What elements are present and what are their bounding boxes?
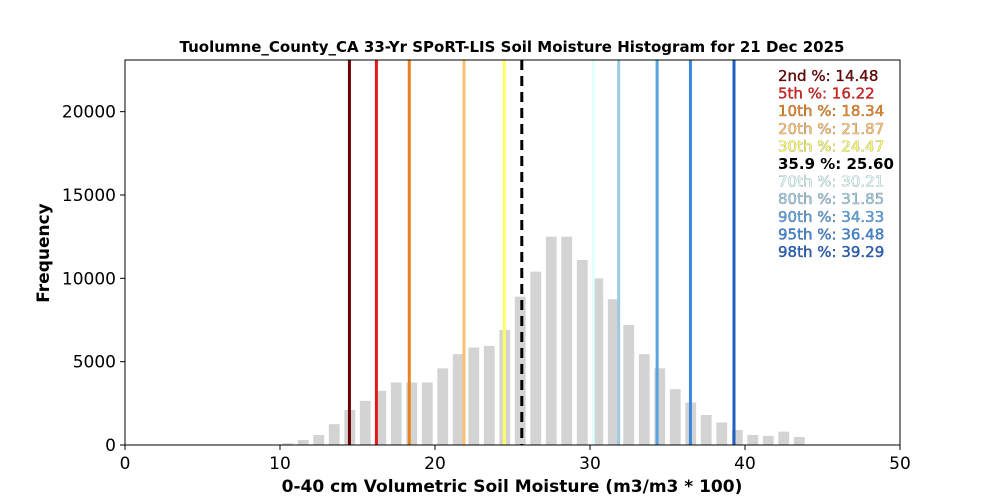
legend-entry: 70th %: 30.21 [778, 173, 884, 191]
histogram-bar [638, 354, 650, 445]
histogram-bar [793, 437, 805, 445]
legend-entry: 10th %: 18.34 [778, 102, 884, 120]
histogram-bar [669, 389, 681, 445]
histogram-bar [328, 424, 340, 445]
y-tick-label: 20000 [62, 103, 116, 123]
legend-entry: 5th %: 16.22 [778, 85, 875, 103]
legend-entry: 30th %: 24.47 [778, 137, 884, 155]
legend-entry: 90th %: 34.33 [778, 208, 884, 226]
histogram-bar [654, 368, 666, 445]
x-tick-label: 50 [889, 454, 911, 474]
histogram-bar [545, 236, 557, 445]
histogram-bar [375, 390, 387, 445]
histogram-bar [700, 415, 712, 445]
x-axis-ticks: 0 10 20 30 40 50 [120, 445, 911, 474]
histogram-bar [437, 368, 449, 445]
plot-frame [124, 59, 901, 446]
histogram-bar [313, 435, 325, 445]
histogram-bar [530, 271, 542, 445]
x-tick-label: 20 [424, 454, 446, 474]
legend-entry: 80th %: 31.85 [778, 190, 884, 208]
x-tick-label: 10 [269, 454, 291, 474]
histogram-bar [514, 296, 526, 445]
y-tick-label: 10000 [62, 269, 116, 289]
histogram-bar [468, 347, 480, 445]
y-tick-label: 0 [105, 436, 116, 456]
histogram-bar [561, 236, 573, 445]
histogram-bar [406, 382, 418, 445]
histogram-bar [452, 354, 464, 445]
histogram-bar [778, 431, 790, 445]
histogram-bar [421, 382, 433, 445]
y-axis-label: Frequency [34, 203, 54, 303]
x-tick-label: 0 [120, 454, 131, 474]
chart-title: Tuolumne_County_CA 33-Yr SPoRT-LIS Soil … [180, 38, 845, 56]
histogram-bar [576, 260, 588, 445]
histogram-bar [747, 435, 759, 445]
histogram-bars [266, 236, 805, 445]
histogram-bar [592, 278, 604, 445]
histogram-bar [731, 430, 743, 445]
legend-entry: 20th %: 21.87 [778, 120, 884, 138]
histogram-bar [762, 435, 774, 445]
x-tick-label: 30 [579, 454, 601, 474]
percentile-lines [347, 60, 736, 445]
x-axis-label: 0-40 cm Volumetric Soil Moisture (m3/m3 … [282, 477, 743, 497]
legend-entry: 98th %: 39.29 [778, 243, 884, 261]
y-axis-ticks: 0 5000 10000 15000 20000 [62, 103, 125, 456]
legend-entry: 95th %: 36.48 [778, 225, 884, 243]
histogram-bar [716, 422, 728, 445]
histogram-bar [607, 299, 619, 445]
histogram-bar [282, 443, 294, 445]
y-tick-label: 5000 [73, 353, 116, 373]
histogram-bar [483, 345, 495, 445]
histogram-bar [297, 440, 309, 445]
histogram-bar [623, 325, 635, 445]
histogram-bar [359, 400, 371, 445]
legend-entry: 35.9 %: 25.60 [778, 155, 894, 173]
legend-entry: 2nd %: 14.48 [778, 67, 878, 85]
x-tick-label: 40 [734, 454, 756, 474]
histogram-bar [390, 382, 402, 445]
y-tick-label: 15000 [62, 186, 116, 206]
